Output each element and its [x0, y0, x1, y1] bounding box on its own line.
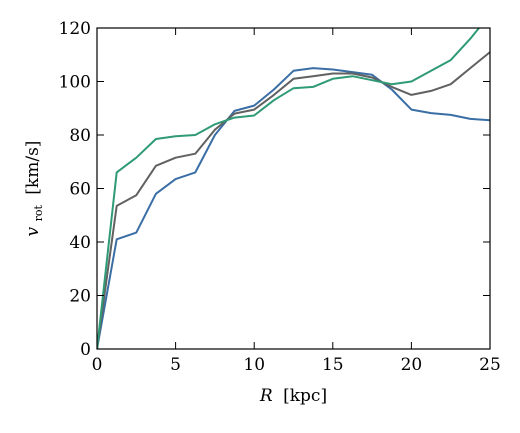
y-tick-label: 60	[69, 180, 91, 200]
y-tick-label: 120	[59, 19, 91, 39]
x-tick-label: 10	[243, 355, 265, 375]
y-axis-unit: [km/s]	[23, 141, 43, 195]
x-tick-label: 5	[170, 355, 181, 375]
series-line-1	[97, 67, 490, 349]
y-axis-symbol: v	[23, 226, 43, 236]
y-tick-label: 80	[69, 126, 91, 146]
x-axis-unit: [kpc]	[283, 386, 327, 406]
y-tick-label: 40	[69, 233, 91, 253]
ticks-layer: 0 5 10 15 20 25 0 20 40 60 80 100 120	[59, 19, 501, 375]
plot-frame	[96, 27, 491, 350]
x-tick-label: 0	[92, 355, 103, 375]
x-tick-label: 15	[322, 355, 344, 375]
x-tick-label: 20	[401, 355, 423, 375]
x-axis-label: R [kpc]	[259, 386, 327, 406]
y-tick-label: 20	[69, 287, 91, 307]
series-layer	[97, 28, 490, 349]
y-axis-subscript: rot	[32, 205, 45, 222]
y-axis-label: v rot [km/s]	[23, 141, 47, 237]
series-line-2	[97, 51, 490, 349]
x-axis-symbol: R	[259, 386, 273, 406]
x-tick-label: 25	[479, 355, 501, 375]
series-line-3	[97, 28, 480, 349]
y-tick-label: 100	[59, 73, 91, 93]
y-tick-label: 0	[80, 340, 91, 360]
